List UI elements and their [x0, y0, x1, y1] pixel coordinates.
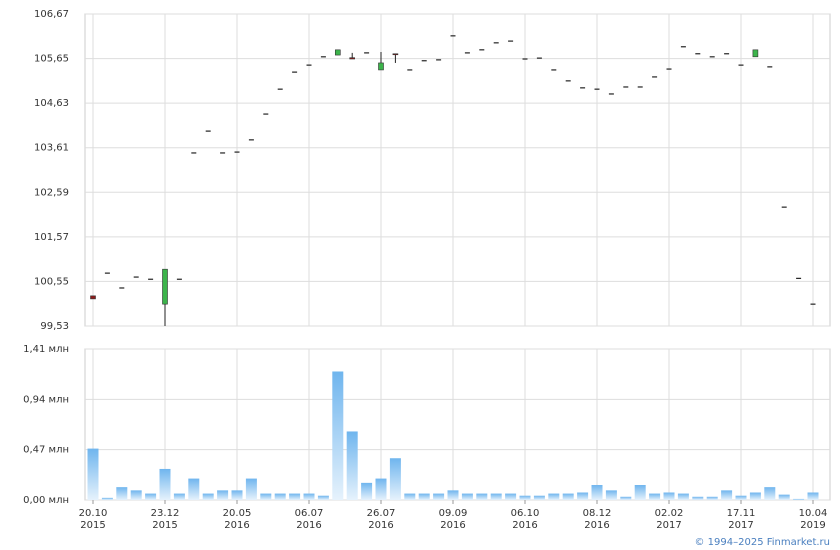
- volume-bar: [663, 492, 675, 500]
- volume-bar: [677, 493, 689, 500]
- volume-frame: [84, 348, 831, 501]
- candle-body: [378, 62, 384, 71]
- candle-body: [392, 53, 399, 56]
- volume-bar: [173, 493, 185, 500]
- x-tick-label: 09.09 2016: [439, 508, 468, 531]
- volume-bar: [605, 490, 617, 500]
- volume-bar: [159, 468, 171, 500]
- y-tick-label: 99,53: [40, 321, 69, 332]
- y-tick-label: 0,00 млн: [23, 495, 69, 506]
- x-tick-label: 08.12 2016: [583, 508, 612, 531]
- x-tick-label: 06.10 2016: [511, 508, 540, 531]
- volume-bar: [562, 493, 574, 500]
- volume-bar: [245, 478, 257, 500]
- x-tick-label: 20.10 2015: [79, 508, 108, 531]
- candle-body: [162, 268, 168, 305]
- volume-bar: [749, 492, 761, 500]
- y-tick-label: 100,55: [34, 276, 69, 287]
- volume-bar: [361, 482, 373, 500]
- x-tick-label: 23.12 2015: [151, 508, 180, 531]
- volume-bar: [274, 493, 286, 500]
- y-tick-label: 1,41 млн: [23, 344, 69, 355]
- x-tick-label: 10.04 2019: [799, 508, 828, 531]
- volume-bar: [116, 487, 128, 500]
- y-tick-label: 104,63: [34, 98, 69, 109]
- y-tick-label: 0,94 млн: [23, 394, 69, 405]
- volume-bar: [418, 493, 430, 500]
- volume-bar: [490, 493, 502, 500]
- candle-body: [349, 57, 356, 60]
- volume-bar: [375, 478, 387, 500]
- volume-bar: [461, 493, 473, 500]
- candle-body: [90, 295, 96, 300]
- volume-bar: [764, 487, 776, 500]
- volume-bar: [735, 495, 747, 500]
- y-tick-label: 102,59: [34, 187, 69, 198]
- volume-bar: [317, 495, 329, 500]
- volume-bar: [260, 493, 272, 500]
- x-tick-label: 26.07 2016: [367, 508, 396, 531]
- volume-bar: [346, 431, 358, 500]
- x-tick-label: 06.07 2016: [295, 508, 324, 531]
- volume-bar: [634, 485, 646, 500]
- candle-body: [752, 49, 759, 58]
- volume-bar: [87, 448, 99, 500]
- volume-bar: [778, 494, 790, 500]
- volume-bar: [231, 490, 243, 500]
- y-tick-label: 106,67: [34, 9, 69, 20]
- footer: © 1994–2025 Finmarket.ru: [694, 537, 830, 548]
- volume-bar: [447, 490, 459, 500]
- volume-bar: [721, 490, 733, 500]
- volume-bar: [202, 493, 214, 500]
- x-tick-label: 02.02 2017: [655, 508, 684, 531]
- price-frame: [84, 13, 831, 327]
- volume-bar: [130, 490, 142, 500]
- volume-bar: [101, 497, 113, 500]
- volume-bar: [649, 493, 661, 500]
- y-tick-label: 103,61: [34, 143, 69, 154]
- volume-bar: [476, 493, 488, 500]
- volume-bar: [303, 493, 315, 500]
- volume-bar: [433, 493, 445, 500]
- volume-bar: [389, 458, 401, 500]
- volume-bar: [289, 493, 301, 500]
- volume-bar: [217, 490, 229, 500]
- candle-body: [334, 49, 341, 56]
- x-tick-label: 20.05 2016: [223, 508, 252, 531]
- x-tick-label: 17.11 2017: [727, 508, 756, 531]
- volume-bar: [332, 371, 344, 500]
- y-tick-label: 101,57: [34, 232, 69, 243]
- volume-bar: [519, 495, 531, 500]
- volume-bar: [692, 496, 704, 500]
- volume-bar: [591, 485, 603, 500]
- volume-bar: [706, 496, 718, 500]
- y-tick-label: 105,65: [34, 54, 69, 65]
- volume-bar: [620, 496, 632, 500]
- volume-bar: [505, 493, 517, 500]
- volume-bar: [793, 498, 805, 500]
- volume-bar: [188, 478, 200, 500]
- volume-bar: [533, 495, 545, 500]
- volume-bar: [548, 493, 560, 500]
- y-tick-label: 0,47 млн: [23, 445, 69, 456]
- volume-bar: [145, 493, 157, 500]
- volume-bar: [577, 492, 589, 500]
- volume-bar: [807, 492, 819, 500]
- volume-bar: [404, 493, 416, 500]
